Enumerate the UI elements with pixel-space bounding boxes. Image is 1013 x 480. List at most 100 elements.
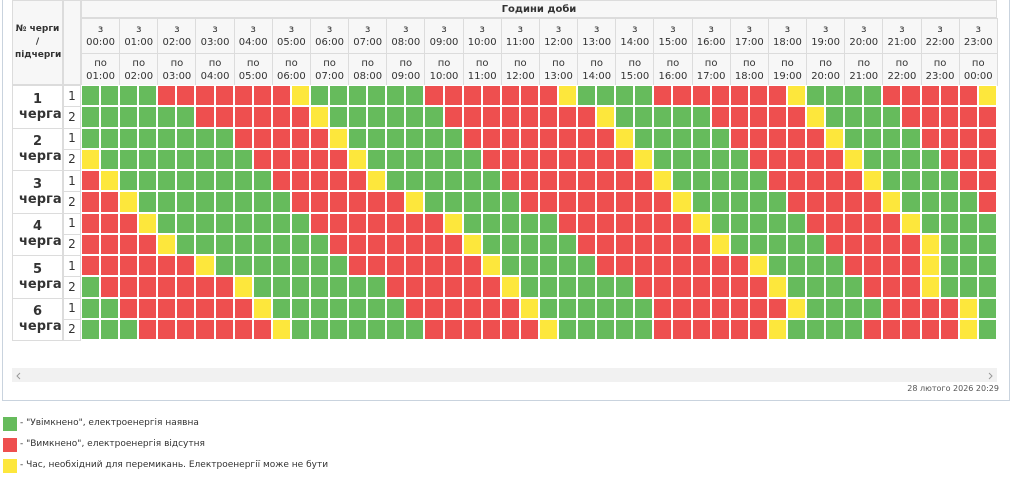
prefix: з <box>136 24 142 35</box>
schedule-cell <box>729 106 749 128</box>
schedule-cell <box>424 170 444 192</box>
schedule-cell <box>806 106 826 128</box>
schedule-cell <box>748 255 768 277</box>
schedule-cell <box>462 318 482 340</box>
schedule-cell <box>806 233 826 255</box>
schedule-cell <box>329 233 349 255</box>
schedule-cell <box>672 170 692 192</box>
schedule-cell <box>691 85 711 107</box>
hour-from: з 22:00 <box>920 18 960 54</box>
schedule-cell <box>558 148 578 170</box>
schedule-cell <box>290 255 310 277</box>
schedule-cell <box>233 233 253 255</box>
time: 09:00 <box>391 70 421 82</box>
schedule-cell <box>958 212 978 234</box>
schedule-cell <box>348 255 368 277</box>
schedule-cell <box>729 276 749 298</box>
schedule-cell <box>920 191 940 213</box>
schedule-cell <box>348 212 368 234</box>
schedule-cell <box>672 191 692 213</box>
schedule-cell <box>252 106 272 128</box>
schedule-cell <box>424 318 444 340</box>
schedule-cell <box>558 318 578 340</box>
schedule-cell <box>634 170 654 192</box>
schedule-cell <box>386 191 406 213</box>
schedule-cell <box>748 233 768 255</box>
schedule-cell <box>634 85 654 107</box>
schedule-cell <box>863 212 883 234</box>
queue-label: 5 черга <box>12 255 63 299</box>
hour-to: по 06:00 <box>271 53 311 86</box>
schedule-cell <box>577 212 597 234</box>
time: 12:00 <box>544 37 573 48</box>
prefix: з <box>517 24 523 35</box>
schedule-cell <box>405 191 425 213</box>
schedule-cell <box>615 297 635 319</box>
schedule-cell <box>558 106 578 128</box>
schedule-cell <box>176 255 196 277</box>
schedule-cell <box>290 127 310 149</box>
time: 04:00 <box>238 37 268 48</box>
schedule-cell <box>901 85 921 107</box>
scrollbar[interactable] <box>12 368 997 382</box>
sub-header <box>63 0 81 85</box>
schedule-cell <box>767 127 787 149</box>
schedule-cell <box>214 127 234 149</box>
schedule-cell <box>538 318 558 340</box>
schedule-cell <box>81 106 101 128</box>
schedule-cell <box>882 148 902 170</box>
schedule-cell <box>767 106 787 128</box>
schedule-cell <box>100 127 120 149</box>
schedule-cell <box>348 276 368 298</box>
schedule-cell <box>767 148 787 170</box>
time: 17:00 <box>734 37 764 48</box>
schedule-cell <box>481 318 501 340</box>
schedule-cell <box>405 85 425 107</box>
schedule-cell <box>786 297 807 319</box>
schedule-cell <box>672 85 692 107</box>
schedule-cell <box>519 276 539 298</box>
schedule-table: № черги / підчерги Години доби з 00:00 по 01:… <box>12 0 998 341</box>
schedule-cell <box>271 233 291 255</box>
schedule-cell <box>729 127 749 149</box>
schedule-cell <box>653 297 673 319</box>
prefix: з <box>479 24 485 35</box>
schedule-cell <box>939 170 959 192</box>
schedule-cell <box>729 85 749 107</box>
prefix: по <box>514 57 527 69</box>
schedule-cell <box>329 212 349 234</box>
schedule-cell <box>138 318 158 340</box>
hour-to: по 17:00 <box>691 53 731 86</box>
schedule-cell <box>500 170 520 192</box>
hours-header: Години доби <box>81 0 997 18</box>
schedule-cell <box>367 85 387 107</box>
schedule-cell <box>290 170 310 192</box>
schedule-cell <box>634 297 654 319</box>
subqueue-label: 2 <box>63 148 81 171</box>
schedule-cell <box>748 85 768 107</box>
schedule-cell <box>481 148 501 170</box>
schedule-cell <box>577 170 597 192</box>
time: 19:00 <box>773 70 802 82</box>
schedule-cell <box>367 106 387 128</box>
time: 13:00 <box>582 37 612 48</box>
time: 22:00 <box>925 37 955 48</box>
schedule-cell <box>844 148 864 170</box>
prefix: з <box>212 24 218 35</box>
schedule-cell <box>634 318 654 340</box>
schedule-cell <box>977 148 997 170</box>
schedule-cell <box>558 255 578 277</box>
schedule-cell <box>710 255 730 277</box>
time: 13:00 <box>544 70 573 82</box>
schedule-cell <box>538 276 558 298</box>
schedule-cell <box>176 170 196 192</box>
schedule-cell <box>424 106 444 128</box>
schedule-cell <box>863 148 883 170</box>
schedule-cell <box>710 297 730 319</box>
prefix: з <box>632 24 638 35</box>
schedule-cell <box>481 170 501 192</box>
hour-to: по 09:00 <box>386 53 426 86</box>
schedule-cell <box>386 276 406 298</box>
prefix: з <box>555 24 562 35</box>
schedule-cell <box>386 170 406 192</box>
